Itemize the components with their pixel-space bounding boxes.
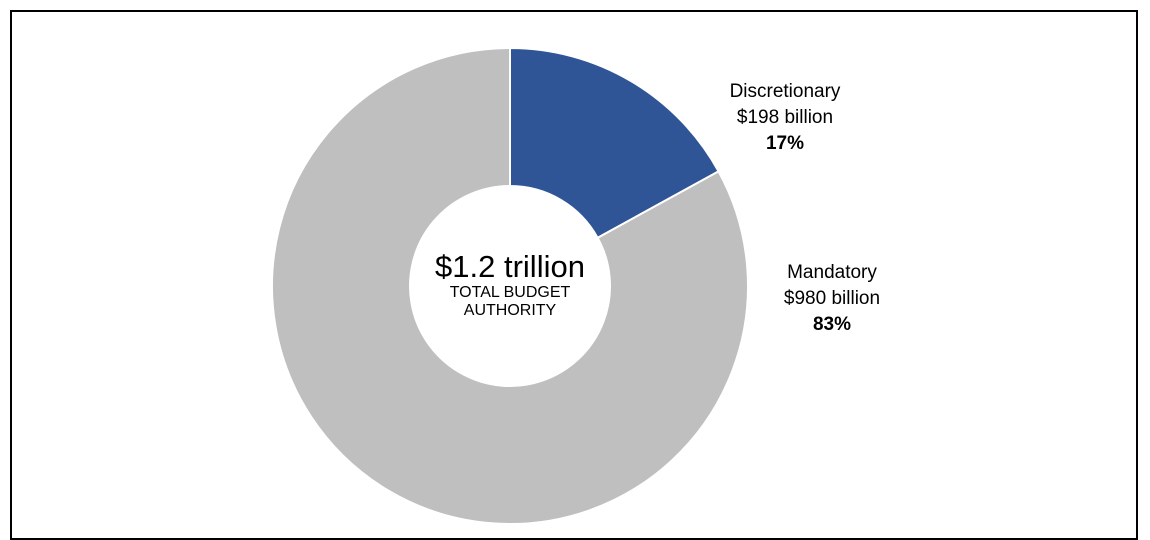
donut-slice-discretionary — [509, 46, 720, 240]
slice-label-discretionary: Discretionary $198 billion 17% — [700, 79, 870, 157]
donut-slice-mandatory — [271, 46, 749, 525]
center-caption: TOTAL BUDGET AUTHORITY — [449, 284, 571, 319]
slice-name-mandatory: Mandatory — [787, 262, 877, 283]
slice-percent-mandatory: 83% — [812, 314, 852, 335]
slice-percent-discretionary: 17% — [765, 133, 805, 154]
slice-value-discretionary: $198 billion — [736, 107, 834, 128]
slice-label-mandatory: Mandatory $980 billion 83% — [757, 260, 907, 338]
center-label: $1.2 trillion TOTAL BUDGET AUTHORITY — [410, 250, 610, 320]
slice-value-mandatory: $980 billion — [783, 288, 881, 309]
slice-name-discretionary: Discretionary — [729, 81, 841, 102]
center-total: $1.2 trillion — [435, 249, 585, 284]
